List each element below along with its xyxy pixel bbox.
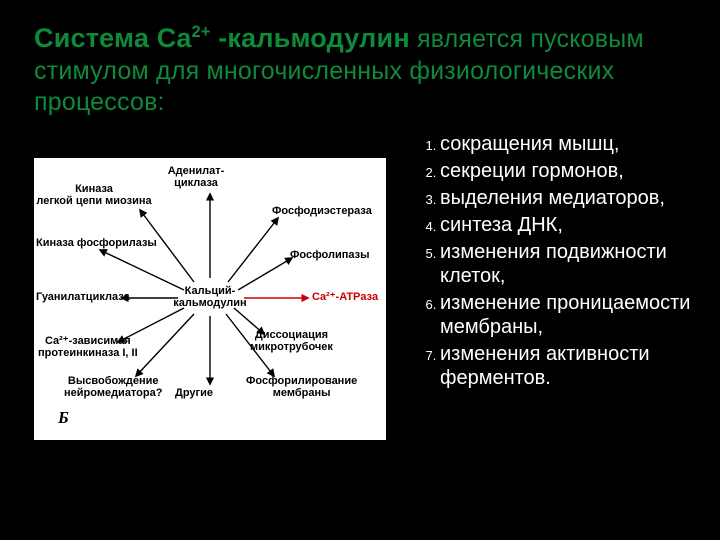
- process-item: изменения активности ферментов.: [440, 342, 692, 390]
- diagram-node-label: Гуанилатциклаза: [36, 292, 130, 304]
- content-row: Кальций- кальмодулин Б Аденилат- циклаза Ки…: [34, 128, 692, 440]
- diagram-node-label: Диссоциация микротрубочек: [250, 330, 333, 354]
- diagram-node-label: Высвобождение нейромедиатора?: [64, 376, 162, 400]
- process-item: выделения медиаторов,: [440, 186, 692, 210]
- diagram-node-label: Киназа легкой цепи миозина: [36, 184, 151, 208]
- diagram-center-label: Кальций- кальмодулин: [173, 286, 246, 310]
- diagram-node-label: Фосфолипазы: [290, 250, 370, 262]
- diagram-node-label: Ca²⁺-зависимая протеинкиназа I, II: [38, 336, 138, 360]
- process-item: секреции гормонов,: [440, 159, 692, 183]
- diagram-node-label: Киназа фосфорилазы: [36, 238, 157, 250]
- diagram-node-label: Фосфодиэстераза: [272, 206, 372, 218]
- page-title: Система Ca2+ -кальмодулин является пуско…: [34, 22, 692, 118]
- process-list: сокращения мышц, секреции гормонов, выделе…: [404, 132, 692, 440]
- panel-letter: Б: [58, 408, 69, 428]
- calmodulin-diagram: Кальций- кальмодулин Б Аденилат- циклаза Ки…: [34, 158, 386, 440]
- process-item: изменения подвижности клеток,: [440, 240, 692, 288]
- process-item: сокращения мышц,: [440, 132, 692, 156]
- process-item: изменение проницаемости мембраны,: [440, 291, 692, 339]
- diagram-node-label: Аденилат- циклаза: [168, 166, 225, 190]
- diagram-node-label: Фосфорилирование мембраны: [246, 376, 357, 400]
- process-item: синтеза ДНК,: [440, 213, 692, 237]
- diagram-node-label: Ca²⁺-ATPаза: [312, 292, 378, 304]
- title-strong: Система Ca2+ -кальмодулин: [34, 23, 410, 53]
- diagram-node-label: Другие: [175, 388, 213, 400]
